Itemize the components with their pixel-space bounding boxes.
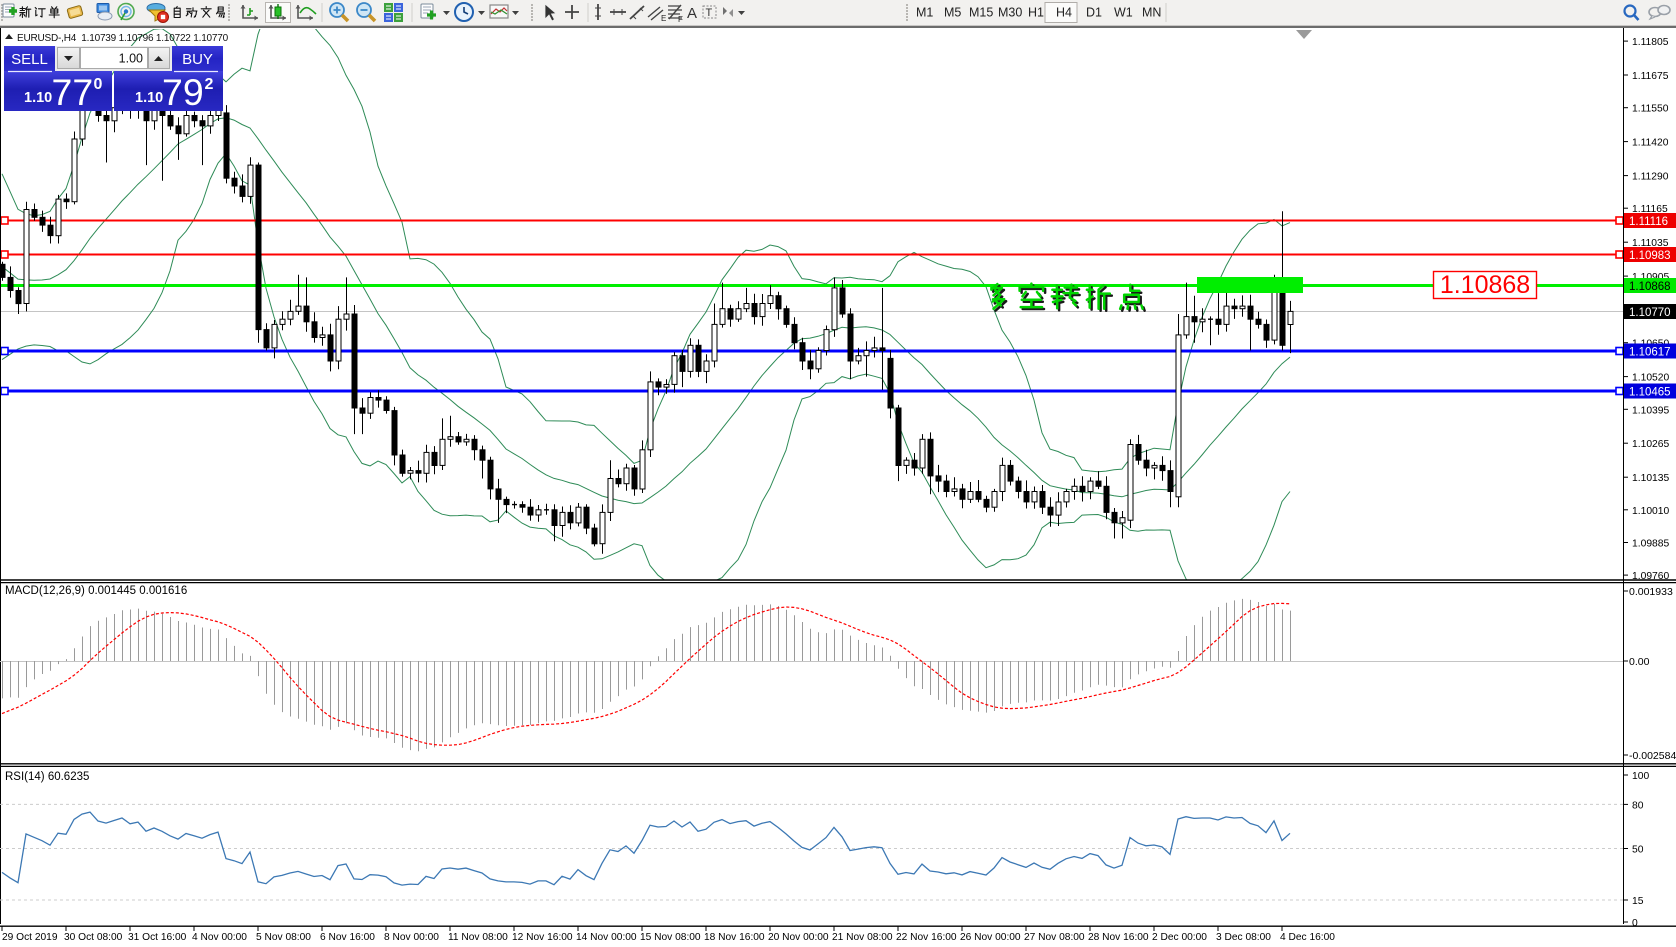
svg-text:1.11035: 1.11035 <box>1632 238 1669 249</box>
svg-text:H4: H4 <box>1056 6 1072 20</box>
svg-text:27 Nov 08:00: 27 Nov 08:00 <box>1024 932 1085 943</box>
svg-text:1.10617: 1.10617 <box>1629 347 1671 359</box>
svg-text:BUY: BUY <box>182 51 213 68</box>
svg-text:2 Dec 00:00: 2 Dec 00:00 <box>1152 932 1207 943</box>
svg-text:5 Nov 08:00: 5 Nov 08:00 <box>256 932 311 943</box>
svg-text:D1: D1 <box>1086 6 1102 20</box>
svg-text:0: 0 <box>94 76 103 93</box>
svg-text:EURUSD-,H4 1.10739 1.10796 1.: EURUSD-,H4 1.10739 1.10796 1.10722 1.107… <box>17 33 229 44</box>
svg-text:1.10868: 1.10868 <box>1440 271 1530 299</box>
svg-text:1.11805: 1.11805 <box>1632 37 1669 48</box>
svg-text:1.11675: 1.11675 <box>1632 71 1669 82</box>
svg-text:1.10: 1.10 <box>24 90 52 106</box>
svg-text:0.00: 0.00 <box>1629 656 1650 668</box>
svg-text:15: 15 <box>1632 896 1644 907</box>
svg-text:M1: M1 <box>916 6 933 20</box>
svg-text:1.11550: 1.11550 <box>1632 104 1669 115</box>
svg-text:3 Dec 08:00: 3 Dec 08:00 <box>1216 932 1271 943</box>
svg-text:12 Nov 16:00: 12 Nov 16:00 <box>512 932 573 943</box>
svg-text:1.11290: 1.11290 <box>1632 172 1669 183</box>
svg-text:4 Nov 00:00: 4 Nov 00:00 <box>192 932 247 943</box>
svg-text:29 Oct 2019: 29 Oct 2019 <box>2 932 58 943</box>
svg-text:14 Nov 00:00: 14 Nov 00:00 <box>576 932 637 943</box>
svg-text:2: 2 <box>205 76 214 93</box>
svg-text:79: 79 <box>162 71 204 113</box>
svg-text:0.001933: 0.001933 <box>1629 586 1673 598</box>
svg-text:1.11165: 1.11165 <box>1632 204 1668 215</box>
svg-text:4 Dec 16:00: 4 Dec 16:00 <box>1280 932 1335 943</box>
svg-text:1.10465: 1.10465 <box>1629 387 1671 399</box>
svg-text:1.09760: 1.09760 <box>1632 571 1669 582</box>
svg-text:26 Nov 00:00: 26 Nov 00:00 <box>960 932 1021 943</box>
svg-text:1.09885: 1.09885 <box>1632 539 1669 550</box>
svg-text:8 Nov 00:00: 8 Nov 00:00 <box>384 932 439 943</box>
svg-text:100: 100 <box>1632 771 1649 782</box>
svg-text:MN: MN <box>1142 6 1161 20</box>
svg-text:M5: M5 <box>944 6 961 20</box>
svg-text:1.11116: 1.11116 <box>1629 216 1668 228</box>
svg-text:F: F <box>678 15 683 24</box>
svg-text:RSI(14) 60.6235: RSI(14) 60.6235 <box>5 771 89 783</box>
svg-text:18 Nov 16:00: 18 Nov 16:00 <box>704 932 765 943</box>
svg-text:1.10520: 1.10520 <box>1632 373 1669 384</box>
svg-text:M30: M30 <box>998 6 1022 20</box>
svg-text:1.10395: 1.10395 <box>1632 405 1669 416</box>
svg-text:1.10010: 1.10010 <box>1632 506 1669 517</box>
svg-text:1.11420: 1.11420 <box>1632 138 1669 149</box>
svg-text:21 Nov 08:00: 21 Nov 08:00 <box>832 932 893 943</box>
svg-text:31 Oct 16:00: 31 Oct 16:00 <box>128 932 187 943</box>
svg-text:1.10: 1.10 <box>135 90 163 106</box>
svg-text:E: E <box>661 14 666 23</box>
svg-text:MACD(12,26,9) 0.001445 0.00161: MACD(12,26,9) 0.001445 0.001616 <box>5 585 187 597</box>
svg-text:1.10265: 1.10265 <box>1632 439 1669 450</box>
svg-text:30 Oct 08:00: 30 Oct 08:00 <box>64 932 123 943</box>
svg-text:1.10905: 1.10905 <box>1632 272 1669 283</box>
svg-text:28 Nov 16:00: 28 Nov 16:00 <box>1088 932 1149 943</box>
svg-text:22 Nov 16:00: 22 Nov 16:00 <box>896 932 957 943</box>
svg-text:W1: W1 <box>1114 6 1133 20</box>
svg-text:-0.002584: -0.002584 <box>1629 750 1676 762</box>
svg-text:T: T <box>706 7 713 19</box>
svg-text:H1: H1 <box>1028 6 1044 20</box>
svg-text:0: 0 <box>1632 918 1638 929</box>
svg-text:1.10770: 1.10770 <box>1629 307 1671 319</box>
svg-text:15 Nov 08:00: 15 Nov 08:00 <box>640 932 701 943</box>
svg-text:M15: M15 <box>969 6 993 20</box>
svg-text:77: 77 <box>52 71 94 113</box>
svg-text:A: A <box>687 5 697 22</box>
svg-text:1.10983: 1.10983 <box>1629 250 1671 262</box>
svg-text:80: 80 <box>1632 800 1644 811</box>
svg-text:11 Nov 08:00: 11 Nov 08:00 <box>448 932 508 943</box>
svg-text:1.00: 1.00 <box>119 52 143 66</box>
svg-text:SELL: SELL <box>11 51 48 68</box>
svg-text:1.10135: 1.10135 <box>1632 473 1669 484</box>
svg-text:6 Nov 16:00: 6 Nov 16:00 <box>320 932 375 943</box>
svg-text:20 Nov 00:00: 20 Nov 00:00 <box>768 932 829 943</box>
svg-text:50: 50 <box>1632 845 1644 856</box>
svg-text:1.10868: 1.10868 <box>1629 281 1671 293</box>
